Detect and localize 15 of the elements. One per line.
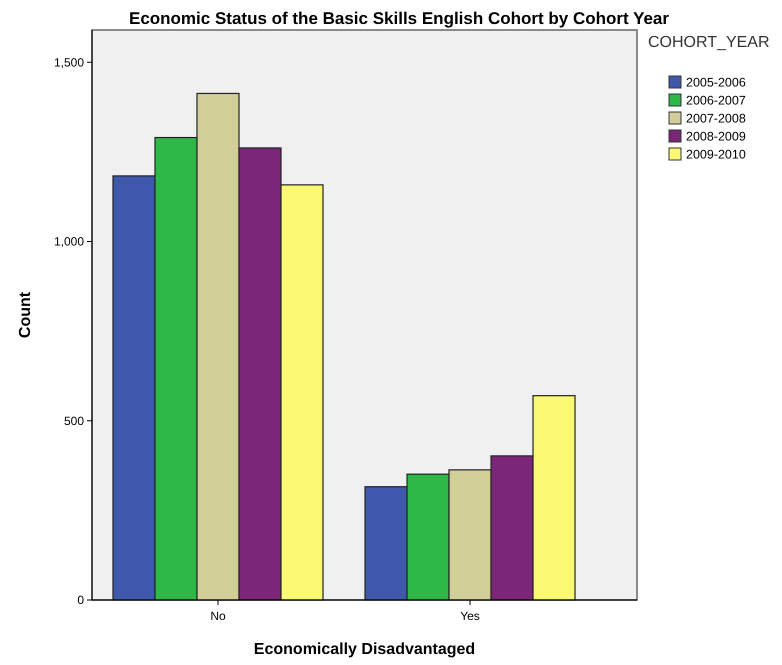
y-axis-title: Count	[17, 291, 34, 338]
x-axis-title: Economically Disadvantaged	[254, 641, 476, 658]
x-tick-label: Yes	[460, 609, 480, 623]
y-tick-label: 0	[77, 593, 84, 608]
legend-title: COHORT_YEAR	[648, 34, 770, 51]
x-tick-label: No	[210, 609, 226, 623]
legend-label: 2008-2009	[686, 129, 746, 144]
y-tick-label: 1,000	[54, 234, 84, 249]
legend-label: 2007-2008	[686, 111, 746, 126]
y-tick-label: 500	[64, 414, 84, 428]
legend-label: 2009-2010	[686, 147, 746, 162]
chart-title: Economic Status of the Basic Skills English Cohort by Cohort Year	[128, 9, 670, 28]
legend-label: 2006-2007	[686, 93, 746, 108]
y-tick-label: 1,500	[54, 55, 84, 70]
legend-label: 2005-2006	[686, 75, 746, 90]
